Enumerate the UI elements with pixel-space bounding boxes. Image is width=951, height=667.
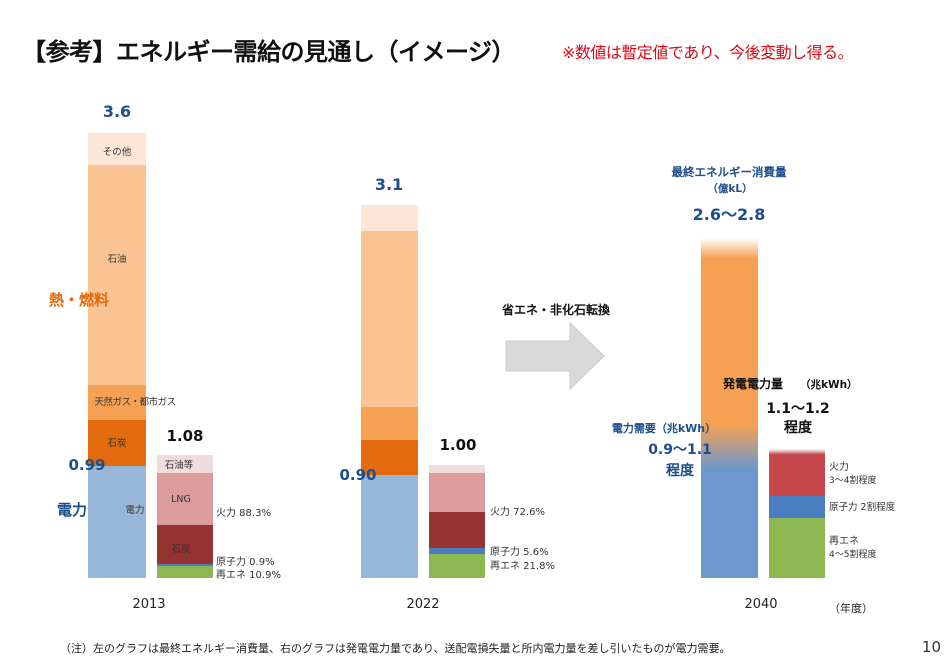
heat-fuel-label: 熱・燃料 xyxy=(49,291,109,309)
share-2040-renewable: 再エネ xyxy=(829,535,859,547)
transition-arrow xyxy=(505,321,605,391)
year-2040: 2040 xyxy=(744,597,777,612)
final-energy-unit: （億kL） xyxy=(707,182,752,195)
fiscal-year-unit: （年度） xyxy=(829,601,873,615)
share-2022-thermal: 火力 72.6% xyxy=(490,505,545,518)
gen-2013-oil xyxy=(157,455,213,473)
bar-2040-final-energy xyxy=(701,238,758,578)
gen-2013-lng-label: LNG xyxy=(171,494,191,505)
share-2040-renewable-range: 4〜5割程度 xyxy=(829,548,876,560)
electricity-2013: 0.99 xyxy=(68,456,105,474)
bar-2013-oil xyxy=(88,165,146,385)
gen-2022-renewable xyxy=(429,554,485,578)
share-2013-nuclear: 原子力 0.9% xyxy=(216,555,275,568)
gen-total-2022: 1.00 xyxy=(439,436,476,454)
electricity-demand-caption: 電力需要（兆kWh） xyxy=(612,421,716,435)
gen-2022-thermal-coal xyxy=(429,512,485,548)
bar-2022-coal xyxy=(361,440,418,475)
bar-2013-oil-label: 石油 xyxy=(107,253,126,265)
gen-2013-oil-label: 石油等 xyxy=(165,459,194,471)
bar-2013-electricity xyxy=(88,466,146,578)
electricity-degree-2040: 程度 xyxy=(666,462,695,479)
bar-2013-other-label: その他 xyxy=(103,146,132,158)
electricity-2040: 0.9〜1.1 xyxy=(648,442,712,458)
year-2022: 2022 xyxy=(406,597,439,612)
footnote: （注）左のグラフは最終エネルギー消費量、右のグラフは発電電力量であり、送配電損失… xyxy=(60,642,731,655)
total-2013: 3.6 xyxy=(103,102,131,121)
bar-2013-gas-label: 天然ガス・都市ガス xyxy=(94,396,175,408)
gen-2013-nuclear xyxy=(157,564,213,566)
electricity-left-label: 電力 xyxy=(57,501,87,519)
share-2013-renewable: 再エネ 10.9% xyxy=(216,569,281,581)
bar-2013-other xyxy=(88,133,146,165)
gen-2013-renewable xyxy=(157,566,213,578)
arrow-label: 省エネ・非化石転換 xyxy=(501,302,611,317)
gen-2022-thermal-lng xyxy=(429,473,485,512)
total-2022: 3.1 xyxy=(375,175,403,194)
share-2022-nuclear: 原子力 5.6% xyxy=(490,545,549,558)
share-2022-renewable: 再エネ 21.8% xyxy=(490,560,555,572)
bar-2022-natural-gas xyxy=(361,407,418,440)
bar-2022-oil xyxy=(361,231,418,407)
title-note: ※数値は暫定値であり、今後変動し得る。 xyxy=(562,43,854,62)
share-2040-thermal: 火力 xyxy=(829,460,849,473)
gen-degree-2040: 程度 xyxy=(784,419,813,436)
bar-2013-coal xyxy=(88,420,146,466)
gen-2022-nuclear xyxy=(429,548,485,554)
bar-2022-other xyxy=(361,205,418,231)
electricity-2022: 0.90 xyxy=(339,466,376,484)
bar-2013-natural-gas xyxy=(88,385,146,420)
gen-2013-lng xyxy=(157,473,213,525)
page-title: 【参考】エネルギー需給の見通し（イメージ） xyxy=(22,38,516,66)
gen-unit: （兆kWh） xyxy=(800,378,858,391)
final-energy-title: 最終エネルギー消費量 xyxy=(672,165,787,179)
share-2013-thermal: 火力 88.3% xyxy=(216,506,271,519)
gen-2040-thermal xyxy=(769,449,825,496)
share-2040-thermal-range: 3〜4割程度 xyxy=(829,474,876,486)
total-2040: 2.6〜2.8 xyxy=(693,205,766,224)
gen-2013-coal-label: 石炭 xyxy=(171,544,191,555)
page-number: 10 xyxy=(921,638,941,656)
year-2013: 2013 xyxy=(132,597,165,612)
gen-2040-nuclear xyxy=(769,496,825,518)
share-2040-nuclear: 原子力 2割程度 xyxy=(829,501,896,513)
gen-2040-renewable xyxy=(769,518,825,578)
gen-2013-coal xyxy=(157,525,213,564)
gen-2022-oil xyxy=(429,465,485,473)
gen-title: 発電電力量 xyxy=(722,376,783,391)
bar-2013-electricity-label: 電力 xyxy=(125,504,144,516)
gen-total-2013: 1.08 xyxy=(166,427,203,445)
bar-2013-coal-label: 石炭 xyxy=(107,438,127,449)
bar-2022-electricity xyxy=(361,475,418,578)
gen-total-2040: 1.1〜1.2 xyxy=(766,401,830,417)
